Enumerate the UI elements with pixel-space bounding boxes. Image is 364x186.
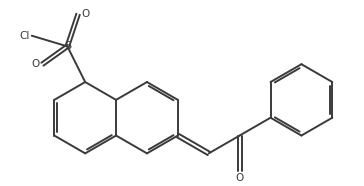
Text: S: S [64, 41, 71, 51]
Text: O: O [236, 173, 244, 183]
Text: O: O [31, 59, 39, 69]
Text: Cl: Cl [19, 31, 30, 41]
Text: O: O [81, 9, 89, 19]
